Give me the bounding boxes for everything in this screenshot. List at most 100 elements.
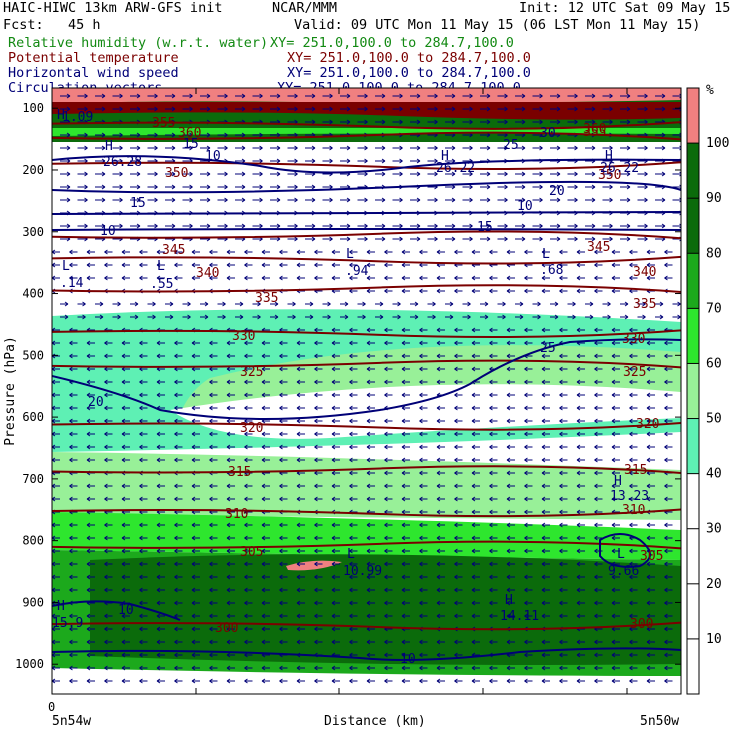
wind-vector-head xyxy=(226,249,231,255)
theta-label: 345 xyxy=(162,243,185,258)
wind-vector-head xyxy=(436,678,441,684)
wind-vector-head xyxy=(436,665,441,671)
wind-vector-head xyxy=(329,106,333,112)
wind-vector-head xyxy=(471,353,476,359)
wind-vector-head xyxy=(401,340,406,346)
wind-vector-head xyxy=(154,145,158,151)
wind-vector-head xyxy=(364,236,368,242)
wind-vector-head xyxy=(646,600,651,606)
colorbar-label: 80 xyxy=(706,246,722,261)
wind-vector-head xyxy=(679,93,681,99)
wind-vector-head xyxy=(191,392,196,398)
wind-vector-head xyxy=(189,197,193,203)
wind-vector-head xyxy=(489,275,493,281)
wind-vector-head xyxy=(366,613,371,619)
wind-vector-head xyxy=(171,145,176,151)
wind-vector-head xyxy=(226,353,231,359)
wind-vector-head xyxy=(399,171,403,177)
wind-vector-head xyxy=(314,353,318,359)
wind-vector-head xyxy=(611,574,616,580)
wind-vector-head xyxy=(626,145,631,151)
wind-vector-head xyxy=(136,171,141,177)
wind-vector-head xyxy=(594,249,598,255)
wind-vector-head xyxy=(401,457,406,463)
wind-vector-head xyxy=(381,171,386,177)
wind-vector-head xyxy=(349,561,353,567)
wind-vector-head xyxy=(241,106,246,112)
wind-vector-head xyxy=(469,223,473,229)
wind-vector-head xyxy=(244,561,248,567)
field-theta-xy: XY= 251.0,100.0 to 284.7,100.0 xyxy=(287,50,531,66)
wind-vector-head xyxy=(436,405,441,411)
wind-vector-head xyxy=(209,483,213,489)
wind-vector-head xyxy=(244,639,248,645)
wind-vector-head xyxy=(646,639,651,645)
wind-vector-head xyxy=(419,457,423,463)
wind-vector-head xyxy=(679,223,681,229)
wind-vector-head xyxy=(349,522,353,528)
wind-vector-head xyxy=(69,496,73,502)
wind-vector-head xyxy=(292,301,296,307)
wind-vector-head xyxy=(384,470,388,476)
wind-vector-head xyxy=(489,496,493,502)
wind-vector-head xyxy=(241,223,246,229)
y-tick-label: 200 xyxy=(22,163,44,177)
wind-vector-head xyxy=(279,665,283,671)
wind-vector-head xyxy=(401,678,406,684)
wind-vector-head xyxy=(104,496,108,502)
wind-vector-head xyxy=(384,613,388,619)
wind-vector-head xyxy=(504,106,508,112)
wind-vector-head xyxy=(594,678,598,684)
wind-vector-head xyxy=(276,171,281,177)
wind-vector-head xyxy=(594,288,598,294)
wind-vector-head xyxy=(646,678,651,684)
wind-vector-head xyxy=(611,262,616,268)
wind-vector-head xyxy=(156,483,161,489)
wind-vector-head xyxy=(314,561,318,567)
wind-vector-head xyxy=(174,431,178,437)
wind-vector-head xyxy=(279,392,283,398)
wind-vector-head xyxy=(559,496,563,502)
wind-vector-head xyxy=(664,535,668,541)
wind-vector-head xyxy=(664,340,668,346)
wind-vector-head xyxy=(366,275,371,281)
colorbar-unit: % xyxy=(706,83,714,98)
wind-vector-head xyxy=(261,522,266,528)
wind-vector-head xyxy=(399,223,403,229)
wind-vector-head xyxy=(504,197,508,203)
wind-vector-head xyxy=(401,600,406,606)
wind-vector-head xyxy=(314,574,318,580)
wind-vector-head xyxy=(436,548,441,554)
wind-vector-head xyxy=(366,522,371,528)
wind-vector-head xyxy=(366,431,371,437)
wind-vector-head xyxy=(191,561,196,567)
wind-vector-head xyxy=(189,132,193,138)
wind-vector-head xyxy=(489,431,493,437)
wind-vector-head xyxy=(629,444,633,450)
wind-vector-head xyxy=(366,574,371,580)
wind-vector-head xyxy=(664,444,668,450)
wind-vector-head xyxy=(576,288,581,294)
wind-vector-head xyxy=(139,535,143,541)
wind-vector-head xyxy=(69,587,73,593)
wind-vector-head xyxy=(104,665,108,671)
wind-vector-head xyxy=(84,197,88,203)
wind-vector-head xyxy=(261,600,266,606)
wind-vector-head xyxy=(226,613,231,619)
wind-vector-head xyxy=(489,522,493,528)
wind-vector-head xyxy=(471,457,476,463)
wind-vector-head xyxy=(524,652,528,658)
wind-vector-head xyxy=(489,457,493,463)
wind-vector-head xyxy=(86,561,91,567)
wind-vector-head xyxy=(506,600,511,606)
wind-vector-head xyxy=(69,353,73,359)
wind-vector-head xyxy=(661,106,666,112)
wind-vector-head xyxy=(279,262,283,268)
wind-vector-head xyxy=(86,431,91,437)
wind-vector-head xyxy=(174,483,178,489)
wind-vector-head xyxy=(471,418,476,424)
wind-vector-head xyxy=(69,483,73,489)
wind-vector-head xyxy=(331,574,336,580)
wind-contour-label: 15 xyxy=(183,137,199,152)
